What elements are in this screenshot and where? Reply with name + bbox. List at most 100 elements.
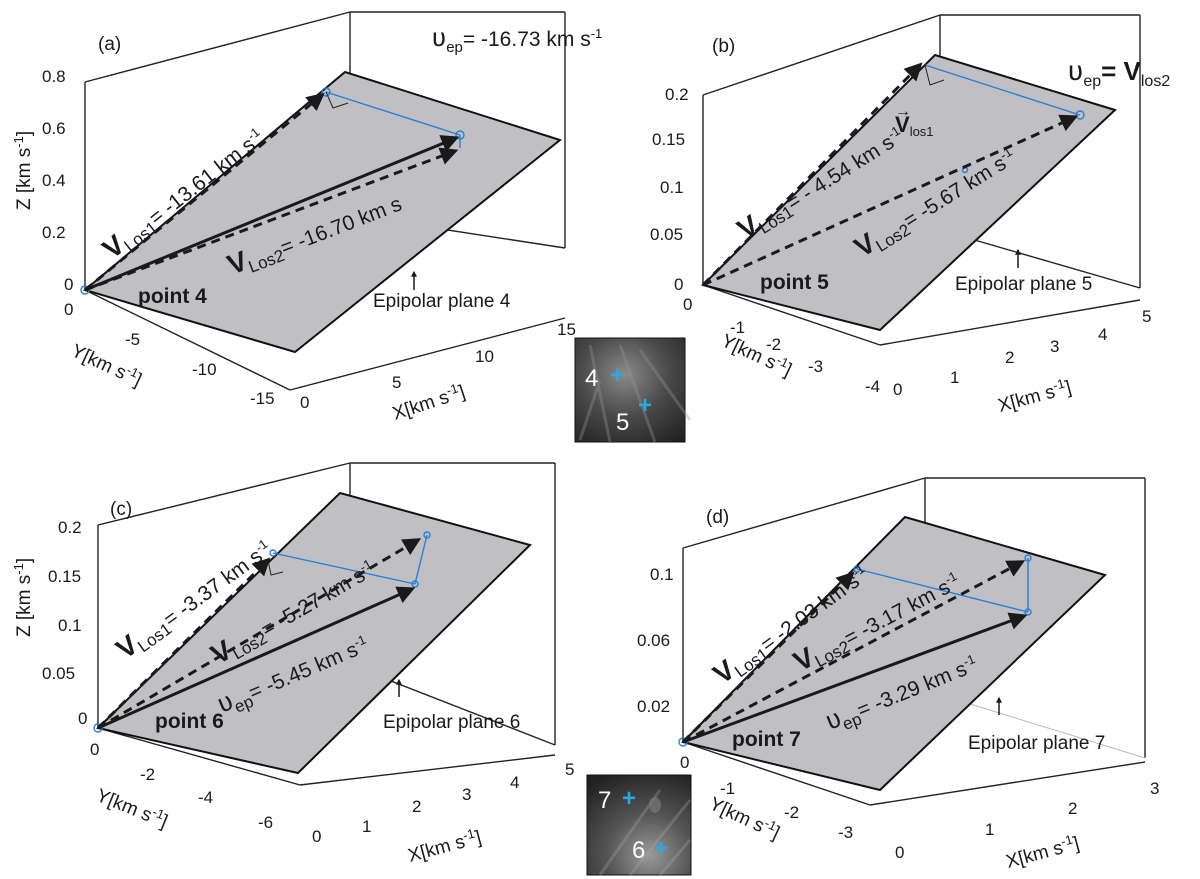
z-tick: 0.1 bbox=[660, 178, 684, 197]
panel-c-vec-los2 bbox=[97, 538, 422, 730]
panel-d-x-ticks: 0 1 2 3 bbox=[895, 779, 1159, 862]
x-tick: 2 bbox=[1068, 799, 1077, 818]
panel-d-z-ticks: 0.02 0.06 0.1 bbox=[637, 565, 674, 716]
panel-b-point-name: point 5 bbox=[760, 271, 829, 294]
x-tick: 3 bbox=[462, 785, 471, 804]
panel-d-point-name: point 7 bbox=[732, 728, 801, 751]
panel-a-vec-los2 bbox=[84, 147, 459, 292]
z-tick: 0 bbox=[674, 275, 683, 294]
panel-a-y-ticks: 0 -5 -10 -15 bbox=[64, 300, 275, 408]
x-tick: 1 bbox=[362, 817, 371, 836]
y-tick: -1 bbox=[730, 318, 745, 337]
panel-b-z-ticks: 0 0.05 0.1 0.15 0.2 bbox=[650, 85, 689, 294]
y-tick: -6 bbox=[258, 813, 273, 832]
panel-a-point-name: point 4 bbox=[138, 285, 207, 308]
z-tick: 0.1 bbox=[58, 616, 82, 635]
panel-a-x-ticks: 0 5 10 15 bbox=[300, 320, 576, 412]
panel-d-epipolar-plane bbox=[681, 515, 1107, 792]
x-tick: 4 bbox=[510, 773, 519, 792]
x-tick: 15 bbox=[557, 320, 576, 339]
z-tick: 0.4 bbox=[42, 171, 66, 190]
panel-d-tag: (d) bbox=[706, 507, 729, 528]
inset-bottom-marker-6: 6 bbox=[632, 837, 645, 864]
z-tick: 0 bbox=[78, 709, 87, 728]
y-tick: 0 bbox=[90, 740, 99, 759]
panel-a-vec-ep bbox=[84, 135, 460, 292]
x-tick: 2 bbox=[1005, 348, 1014, 367]
panel-b-vlos-arrow: → bbox=[895, 103, 911, 120]
x-tick: 5 bbox=[392, 373, 401, 392]
panel-a-plane-label: Epipolar plane 4 bbox=[373, 291, 511, 312]
panel-c-y-label: Y[km s-1] bbox=[93, 782, 171, 832]
y-tick: 0 bbox=[683, 295, 692, 314]
panel-c-vec-los1 bbox=[96, 557, 271, 730]
panel-c-x-label: X[km s-1] bbox=[405, 824, 484, 867]
panel-b-tag: (b) bbox=[712, 36, 735, 57]
panel-d-y-ticks: 0 -1 -2 -3 bbox=[680, 753, 853, 842]
panel-d-vec-ep bbox=[682, 612, 1028, 744]
panel-d-plane-label: Epipolar plane 7 bbox=[968, 733, 1105, 754]
panel-c-z-label: Z [km s-1] bbox=[11, 558, 35, 637]
x-tick: 4 bbox=[1098, 325, 1107, 344]
inset-bottom-cross-7: + bbox=[622, 785, 636, 812]
panel-a-tag: (a) bbox=[98, 34, 121, 55]
z-tick: 0.06 bbox=[637, 631, 670, 650]
y-tick: -2 bbox=[784, 803, 799, 822]
x-tick: 1 bbox=[985, 820, 994, 839]
x-tick: 5 bbox=[565, 760, 574, 779]
y-tick: 0 bbox=[64, 300, 73, 319]
y-tick: -4 bbox=[865, 377, 880, 396]
panel-c-plane-label: Epipolar plane 6 bbox=[383, 712, 520, 733]
panel-c-z-ticks: 0 0.05 0.1 0.15 0.2 bbox=[42, 518, 87, 728]
x-tick: 5 bbox=[1142, 307, 1151, 326]
x-tick: 1 bbox=[950, 368, 959, 387]
z-tick: 0.15 bbox=[48, 567, 81, 586]
inset-top-marker-4: 4 bbox=[585, 365, 598, 392]
panel-b-vec-los1 bbox=[701, 62, 923, 287]
x-tick: 2 bbox=[412, 797, 421, 816]
panel-b-plane-label: Epipolar plane 5 bbox=[955, 274, 1092, 295]
inset-bottom-cross-6: + bbox=[654, 835, 668, 862]
panel-c: (c) point 6 Epipolar plane 6 VLos1= -3.3… bbox=[11, 462, 574, 867]
panel-b-right-angle bbox=[924, 64, 945, 86]
z-tick: 0.05 bbox=[42, 664, 75, 683]
z-tick: 0.1 bbox=[650, 565, 674, 584]
panel-b: (b) ʋep= Vlos2 Vlos1 → point 5 Epipolar … bbox=[650, 14, 1170, 417]
z-tick: 0 bbox=[64, 275, 73, 294]
inset-top-marker-5: 5 bbox=[616, 409, 629, 436]
panel-d-x-label: X[km s-1] bbox=[1003, 830, 1082, 873]
panel-a-connectors bbox=[80, 87, 465, 295]
panel-d-vec-los1 bbox=[681, 571, 855, 744]
inset-top-cross-4: + bbox=[610, 362, 624, 389]
panel-a-z-label: Z [km s-1] bbox=[11, 131, 35, 210]
panel-b-y-ticks: 0 -1 -2 -3 -4 bbox=[683, 295, 880, 396]
y-tick: -2 bbox=[140, 765, 155, 784]
y-tick: -3 bbox=[808, 357, 823, 376]
y-tick: -1 bbox=[720, 779, 735, 798]
inset-bottom: 7 + 6 + bbox=[586, 774, 692, 876]
z-tick: 0.15 bbox=[652, 130, 685, 149]
panel-c-tag: (c) bbox=[110, 499, 132, 520]
y-tick: -4 bbox=[198, 788, 213, 807]
panel-c-x-ticks: 0 1 2 3 4 5 bbox=[312, 760, 574, 846]
y-tick: -5 bbox=[125, 330, 140, 349]
panel-b-header: ʋep= Vlos2 bbox=[1068, 55, 1170, 90]
x-tick: 0 bbox=[300, 393, 309, 412]
z-tick: 0.2 bbox=[58, 518, 82, 537]
x-tick: 3 bbox=[1050, 337, 1059, 356]
panel-a-header: ʋep= -16.73 km s-1 bbox=[432, 22, 602, 56]
z-tick: 0.05 bbox=[650, 225, 683, 244]
y-tick: -3 bbox=[838, 823, 853, 842]
inset-top: 4 + 5 + bbox=[574, 337, 692, 443]
panel-c-vec-ep bbox=[97, 586, 416, 730]
inset-top-cross-5: + bbox=[638, 392, 652, 419]
panel-a-vec-los1 bbox=[84, 92, 325, 292]
panel-c-point-name: point 6 bbox=[155, 710, 224, 733]
panel-a-right-angle bbox=[325, 91, 349, 109]
y-tick: -10 bbox=[192, 360, 217, 379]
panel-a-z-ticks: 0 0.2 0.4 0.6 0.8 bbox=[42, 67, 73, 294]
x-tick: 0 bbox=[893, 380, 902, 399]
panel-b-x-ticks: 0 1 2 3 4 5 bbox=[893, 307, 1151, 399]
z-tick: 0.6 bbox=[42, 119, 66, 138]
